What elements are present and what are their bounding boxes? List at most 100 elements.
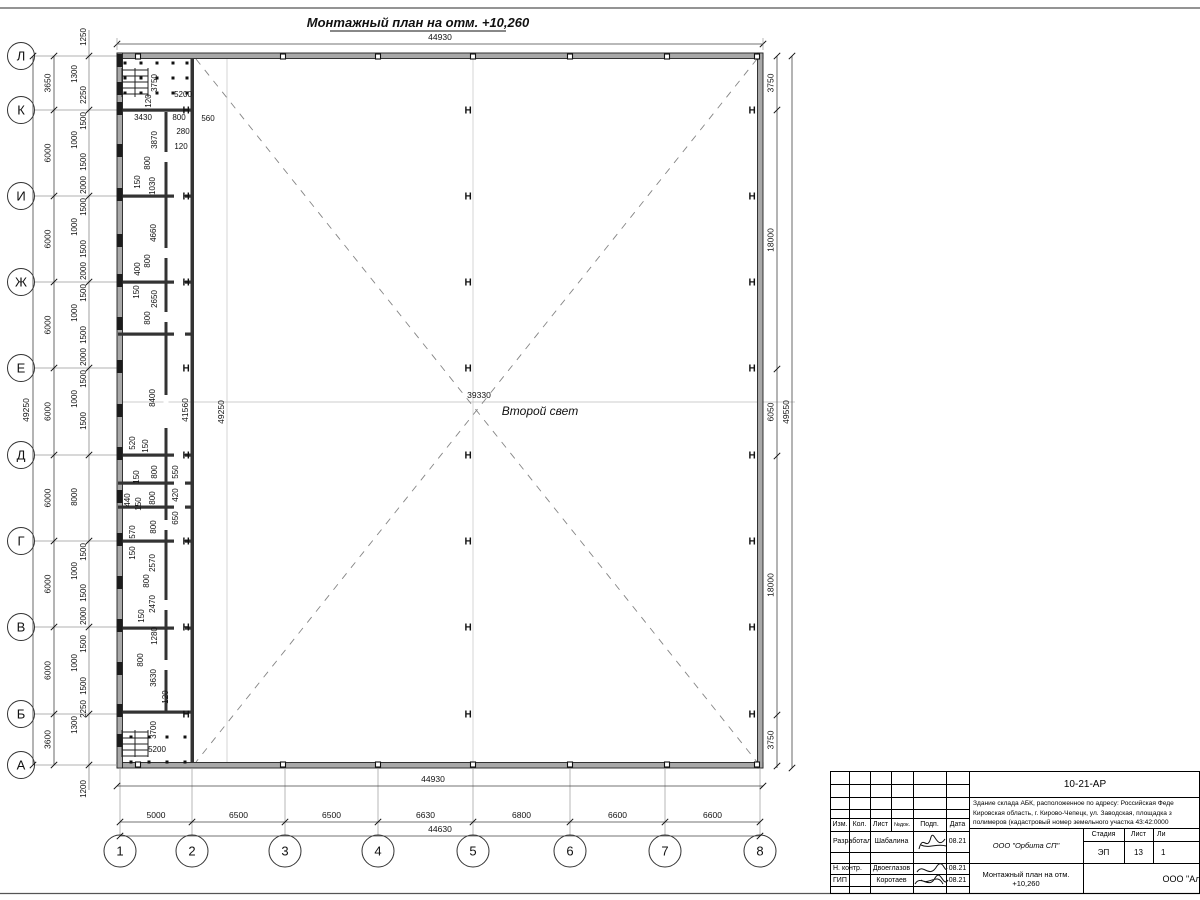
dim-tick [281,818,289,826]
interior-dim-label: 150 [141,439,150,453]
interior-dim-label: 800 [143,311,152,325]
interior-dim-label: 2470 [148,595,157,613]
dim-label: 18000 [766,573,776,597]
tb-line [831,863,969,864]
axis-bubble [7,751,35,779]
tb-list-header: Лист [1130,831,1147,838]
interior-dim-label: 5200 [174,90,192,99]
dim-tick [773,106,781,114]
tb-role: Разработал [833,838,870,845]
dim-label: 1500 [79,284,88,302]
tb-line [969,772,970,893]
column-dot [171,76,175,80]
interior-dim-label: 800 [142,574,151,588]
axis-number-label: 7 [661,844,668,859]
tb-line [1083,828,1084,893]
steel-column-symbol: H [465,364,472,375]
column-marker [134,53,142,60]
axis-bubble [743,834,777,868]
tb-company: ООО "Орбита СП" [992,841,1060,850]
interior-dim-label: 800 [143,254,152,268]
dim-tick [788,764,796,772]
stair-bottom-icon [121,730,149,757]
steel-column-symbol: H [749,106,756,117]
tb-line [870,818,871,893]
dim-label: 6630 [416,810,435,820]
column-marker [374,53,382,60]
steel-column-symbol: H [183,623,190,634]
dim-tick [50,52,58,60]
dim-label: 44630 [428,824,452,834]
tb-col-kol: Кол. [852,821,867,828]
axis-number-label: 6 [566,844,573,859]
tb-line [831,874,969,875]
dim-label: 3750 [766,730,776,749]
tb-role: ГИП [833,876,847,884]
tb-col-data: Дата [949,821,966,828]
wall-pier [116,447,123,460]
column-dot [155,61,159,65]
dim-label: 6000 [43,661,53,680]
dim-tick [50,537,58,545]
dim-tick [85,192,93,200]
column-marker [374,761,382,768]
column-dot [183,735,187,739]
tb-role: Н. контр. [833,865,862,872]
dim-tick [85,52,93,60]
axis-bubble [7,441,35,469]
partition-walls [118,108,193,714]
steel-column-symbol: H [183,192,190,203]
tb-line [1083,841,1199,842]
steel-column-symbol: H [465,537,472,548]
dim-label: 1000 [70,562,79,580]
column-dot [183,760,187,764]
wall-pier [116,188,123,201]
column-marker [134,761,142,768]
axis-bubble [456,834,490,868]
dim-tick [773,762,781,770]
wall-pier [116,360,123,373]
steel-column-symbol: H [183,537,190,548]
axis-bubble [648,834,682,868]
tb-sheet-title: Монтажный план на отм. +10,260 [982,870,1070,888]
center-span-dim: 39330 [467,390,491,400]
dim-tick [50,364,58,372]
axis-letter-label: И [16,189,25,204]
dim-label: 1000 [70,390,79,408]
wall-pier [116,144,123,157]
dim-tick [116,818,124,826]
inner-dim-41560: 41560 [180,398,190,422]
tb-line [831,809,969,810]
tb-line [913,772,914,893]
dim-tick [756,818,764,826]
steel-column-symbol: H [465,623,472,634]
axis-bubble [553,834,587,868]
column-marker [753,53,761,60]
tb-stage-header: Стадия [1091,831,1116,838]
steel-column-symbol: H [749,451,756,462]
interior-dim-label: 800 [172,113,186,122]
axis-bubble [7,268,35,296]
column-dot [165,760,169,764]
interior-dim-label: 2570 [148,554,157,572]
dim-label: 49550 [781,400,791,424]
column-dot [185,61,189,65]
dim-tick [85,710,93,718]
dim-label: 1250 [79,28,88,46]
dim-label: 6000 [43,488,53,507]
drawing-title: Монтажный план на отм. +10,260 [307,15,530,30]
dim-label: 1500 [79,370,88,388]
dim-label: 2000 [79,607,88,625]
column-marker [469,761,477,768]
column-dot [165,735,169,739]
dim-tick [759,782,767,790]
column-dot [123,76,127,80]
signature-icon [918,834,947,850]
tb-line [870,772,871,818]
column-dot [155,91,159,95]
dim-label: 1500 [79,543,88,561]
dim-tick [566,818,574,826]
steel-column-symbol: H [183,278,190,289]
